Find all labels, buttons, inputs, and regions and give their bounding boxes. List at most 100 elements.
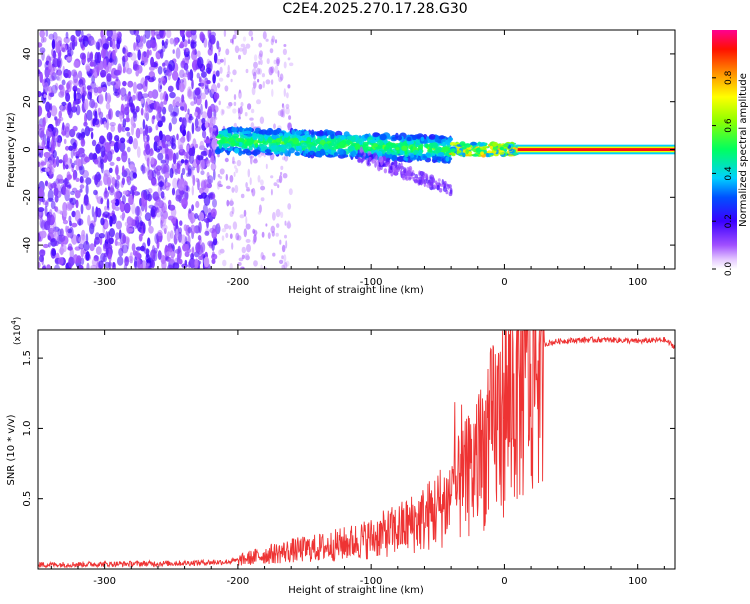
spectrogram-tail-mark — [400, 162, 403, 169]
spectrogram-faint-mark — [285, 240, 288, 249]
spectrogram-signal-mark — [337, 148, 344, 155]
spectrogram-noise-mark — [129, 164, 135, 172]
colorbar-gradient — [712, 30, 737, 269]
carrier-band-core — [517, 148, 675, 151]
spectrogram-noise-mark — [109, 161, 115, 166]
spectrogram-noise-mark — [115, 220, 122, 230]
spectrogram-faint-mark — [258, 60, 261, 65]
spectrogram-noise-mark — [213, 52, 218, 64]
spectrogram-noise-mark — [73, 60, 80, 68]
spectrogram-noise-mark — [180, 234, 186, 245]
spectrogram-noise-mark — [109, 57, 113, 63]
spectrogram-faint-mark — [246, 244, 251, 253]
spectrogram-noise-mark — [128, 194, 134, 206]
spectrogram-faint-mark — [243, 209, 247, 217]
spectrogram-noise-mark — [43, 83, 48, 95]
spectrogram-noise-mark — [106, 36, 112, 41]
spectrogram-noise-mark — [135, 246, 142, 251]
spectrogram-noise-mark — [39, 218, 44, 229]
spectrogram-noise-mark — [144, 212, 152, 222]
spectrogram-noise-mark — [204, 230, 210, 236]
spectrogram-noise-mark — [125, 127, 130, 132]
spectrogram-noise-mark — [58, 110, 62, 119]
spectrogram-noise-mark — [175, 47, 181, 59]
spectrogram-noise-mark — [38, 59, 43, 68]
spectrogram-faint-mark — [216, 82, 221, 89]
spectrogram-noise-mark — [212, 198, 217, 208]
spectrogram-faint-mark — [269, 48, 274, 54]
spectrogram-noise-mark — [89, 61, 95, 67]
spectrogram-faint-mark — [253, 71, 257, 80]
spectrogram-faint-mark — [278, 76, 283, 83]
spectrogram-noise-mark — [76, 235, 79, 244]
spectrogram-tail-mark — [444, 183, 449, 187]
spectrogram-noise-mark — [48, 61, 53, 70]
spectrogram-noise-mark — [146, 49, 150, 59]
spectrogram-faint-mark — [245, 238, 251, 243]
spectrogram-faint-mark — [240, 266, 245, 269]
spectrogram-faint-mark — [225, 232, 229, 239]
spectrogram-faint-mark — [219, 176, 223, 180]
spectrogram-noise-mark — [211, 36, 215, 45]
spectrogram-faint-mark — [254, 229, 258, 236]
spectrogram-noise-mark — [99, 236, 103, 246]
spectrogram-transition-mark — [462, 152, 466, 157]
spectrogram-faint-mark — [272, 211, 276, 221]
spectrogram-faint-mark — [247, 103, 252, 110]
spectrogram-noise-mark — [114, 198, 120, 207]
spectrogram-signal-mark — [285, 132, 290, 136]
spectrogram-signal-mark — [254, 143, 259, 148]
spectrogram-noise-mark — [174, 168, 179, 175]
spectrogram-faint-mark — [281, 255, 284, 260]
spectrogram-noise-mark — [54, 195, 59, 203]
spectrogram-signal-mark — [396, 156, 405, 162]
spectrogram-noise-mark — [207, 106, 213, 115]
spectrogram-faint-mark — [245, 216, 248, 225]
spectrogram-noise-mark — [121, 244, 129, 254]
spectrogram-signal-mark — [234, 147, 240, 154]
spectrogram-faint-mark — [261, 231, 265, 238]
spectrogram-noise-mark — [66, 49, 74, 57]
spectrogram-noise-mark — [94, 174, 99, 186]
spectrogram-signal-mark — [326, 130, 334, 136]
spectrogram-noise-mark — [200, 103, 203, 115]
spectrogram-signal-mark — [339, 135, 347, 140]
spectrogram-faint-mark — [245, 223, 251, 230]
spectrogram-noise-mark — [74, 190, 81, 199]
spectrogram-noise-mark — [124, 221, 129, 227]
spectrogram-signal-mark — [227, 147, 233, 152]
spectrogram-noise-mark — [134, 205, 141, 217]
spectrogram-noise-mark — [90, 264, 98, 269]
spectrogram-noise-mark — [196, 72, 200, 79]
spectrogram-noise-mark — [63, 36, 70, 44]
spectrogram-faint-mark — [281, 244, 286, 253]
spectrogram-noise-mark — [69, 220, 72, 227]
spectrogram-faint-mark — [237, 262, 242, 266]
spectrogram-faint-mark — [289, 62, 294, 67]
spectrogram-noise-mark — [199, 31, 205, 41]
spectrogram-faint-mark — [270, 79, 274, 85]
spectrogram-noise-mark — [104, 142, 111, 153]
colorbar-tick-label: 0.8 — [724, 70, 734, 85]
spectrogram-noise-mark — [135, 105, 140, 113]
spectrogram-noise-mark — [39, 71, 43, 84]
spectrogram-noise-mark — [79, 188, 83, 193]
spectrogram-noise-mark — [51, 249, 56, 257]
spectrogram-faint-mark — [226, 74, 230, 78]
spectrogram-faint-mark — [260, 179, 264, 186]
spectrogram-faint-mark — [287, 84, 291, 89]
spectrogram-signal-mark — [315, 151, 321, 157]
spectrogram-noise-mark — [95, 246, 102, 255]
spectrogram-faint-mark — [231, 242, 234, 250]
snr-x-ticks: -300 -200 -100 0 100 — [50, 330, 665, 587]
spectrogram-faint-mark — [276, 179, 281, 183]
spectrogram-faint-mark — [282, 173, 288, 179]
spectrogram-noise-mark — [162, 62, 166, 67]
spectrogram-noise-mark — [121, 195, 126, 205]
spectrogram-faint-mark — [224, 157, 229, 163]
spectrogram-signal-mark — [348, 145, 354, 152]
spectrogram-faint-mark — [256, 67, 261, 75]
spectrogram-noise-mark — [104, 205, 108, 211]
spectrogram-signal-mark — [322, 135, 327, 140]
spectrogram-noise-mark — [171, 187, 176, 196]
